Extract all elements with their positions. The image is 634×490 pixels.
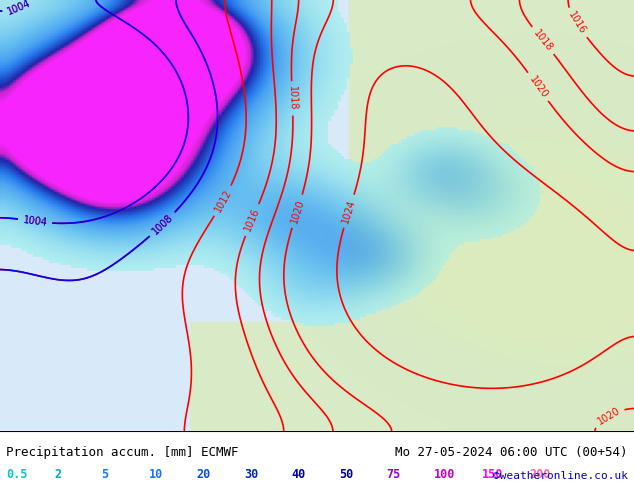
Text: 1004: 1004 (6, 0, 32, 17)
Text: 2: 2 (54, 468, 61, 481)
Text: 50: 50 (339, 468, 353, 481)
Text: Mo 27-05-2024 06:00 UTC (00+54): Mo 27-05-2024 06:00 UTC (00+54) (395, 446, 628, 459)
Text: 100: 100 (434, 468, 456, 481)
Text: ©weatheronline.co.uk: ©weatheronline.co.uk (493, 471, 628, 481)
Text: 1018: 1018 (287, 86, 298, 111)
Text: Precipitation accum. [mm] ECMWF: Precipitation accum. [mm] ECMWF (6, 446, 239, 459)
Text: 1020: 1020 (527, 74, 549, 100)
Text: 1018: 1018 (531, 28, 555, 53)
Text: 5: 5 (101, 468, 108, 481)
Text: 1024: 1024 (340, 198, 358, 224)
Text: 1004: 1004 (6, 0, 32, 17)
Text: 150: 150 (482, 468, 503, 481)
Text: 200: 200 (529, 468, 551, 481)
Text: 1004: 1004 (22, 215, 48, 228)
Text: 1008: 1008 (150, 213, 175, 237)
Text: 1016: 1016 (243, 207, 261, 233)
Text: 1012: 1012 (212, 188, 233, 214)
Text: 1020: 1020 (595, 406, 621, 427)
Text: 10: 10 (149, 468, 163, 481)
Text: 1008: 1008 (150, 213, 175, 237)
Text: 20: 20 (197, 468, 210, 481)
Text: 40: 40 (292, 468, 306, 481)
Text: 30: 30 (244, 468, 258, 481)
Text: 75: 75 (387, 468, 401, 481)
Text: 1016: 1016 (566, 10, 588, 36)
Text: 1020: 1020 (289, 198, 306, 224)
Text: 0.5: 0.5 (6, 468, 28, 481)
Text: 1004: 1004 (22, 215, 48, 228)
